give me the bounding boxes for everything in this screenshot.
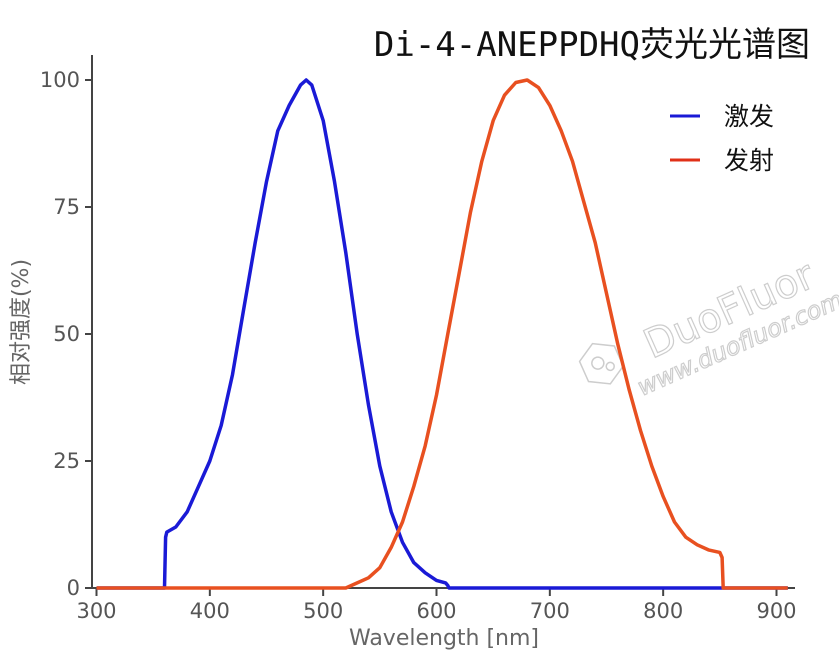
emission-line xyxy=(96,78,788,590)
legend-label-excitation: 激发 xyxy=(724,102,774,131)
x-tick-label: 300 xyxy=(76,599,116,623)
y-tick-label: 100 xyxy=(40,68,80,92)
chart-title: Di-4-ANEPPDHQ荧光光谱图 xyxy=(374,25,810,65)
x-tick-label: 700 xyxy=(530,599,570,623)
x-tick-label: 800 xyxy=(643,599,683,623)
excitation-line xyxy=(96,78,788,590)
y-tick-label: 25 xyxy=(53,449,80,473)
watermark-logo xyxy=(578,342,625,385)
x-ticks: 300 400 500 600 700 800 900 xyxy=(76,588,797,623)
legend-label-emission: 发射 xyxy=(724,146,774,175)
legend: 激发 发射 xyxy=(670,102,774,175)
x-tick-label: 400 xyxy=(190,599,230,623)
x-tick-label: 500 xyxy=(303,599,343,623)
y-tick-label: 50 xyxy=(53,322,80,346)
series-layer xyxy=(96,78,788,590)
y-axis-label: 相对强度(%) xyxy=(9,259,34,385)
y-ticks: 0 25 50 75 100 xyxy=(40,68,92,600)
y-tick-label: 0 xyxy=(67,576,80,600)
x-tick-label: 600 xyxy=(416,599,456,623)
x-axis-label: Wavelength [nm] xyxy=(349,626,539,651)
x-tick-label: 900 xyxy=(756,599,796,623)
y-tick-label: 75 xyxy=(53,195,80,219)
